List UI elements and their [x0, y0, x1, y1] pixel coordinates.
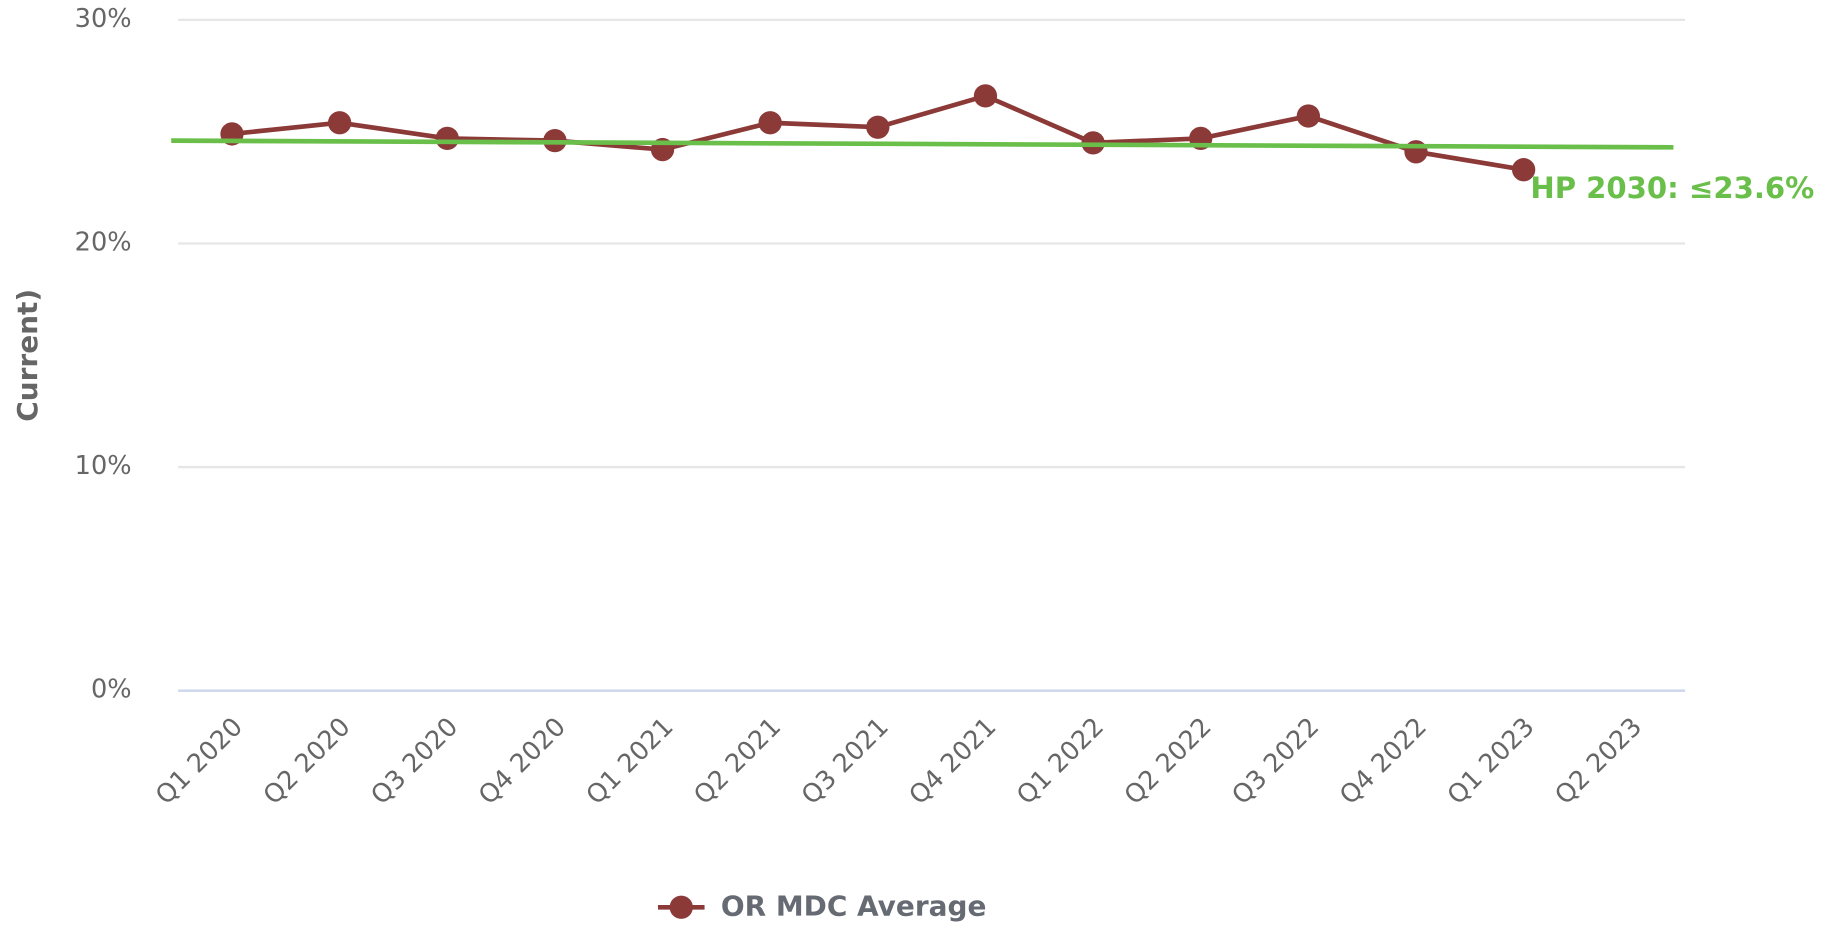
y-axis-label: Current)	[11, 289, 44, 422]
x-tick-label: Q2 2023	[1549, 712, 1648, 811]
data-point	[327, 111, 352, 135]
x-tick-label: Q2 2021	[688, 712, 787, 811]
x-tick-label: Q3 2020	[365, 712, 464, 811]
legend-item: OR MDC Average	[657, 889, 987, 922]
data-point	[1296, 104, 1321, 128]
data-point	[973, 84, 998, 108]
data-point	[435, 126, 459, 151]
x-tick-label: Q1 2020	[150, 712, 249, 811]
data-point	[758, 111, 782, 135]
x-tick-label: Q3 2021	[796, 712, 895, 811]
y-tick-label: 10%	[75, 451, 132, 481]
data-point	[866, 115, 890, 139]
x-tick-label: Q1 2023	[1442, 712, 1541, 811]
legend-label: OR MDC Average	[721, 889, 987, 922]
target-label: HP 2030: ≤23.6%	[1530, 171, 1814, 205]
data-point	[1404, 140, 1428, 164]
x-tick-label: Q2 2022	[1119, 712, 1218, 811]
y-tick-label: 30%	[75, 4, 132, 34]
x-tick-label: Q4 2022	[1334, 712, 1433, 811]
legend-marker	[669, 895, 693, 919]
x-tick-label: Q3 2022	[1226, 712, 1325, 811]
x-tick-label: Q2 2020	[258, 712, 357, 811]
target-line	[171, 138, 1674, 150]
y-tick-label: 20%	[75, 227, 132, 257]
y-tick-label: 0%	[91, 675, 132, 705]
x-tick-label: Q4 2020	[473, 712, 572, 811]
x-tick-label: Q4 2021	[904, 712, 1003, 811]
data-point	[1511, 158, 1536, 182]
x-tick-label: Q1 2021	[581, 712, 680, 811]
x-tick-label: Q1 2022	[1011, 712, 1110, 811]
